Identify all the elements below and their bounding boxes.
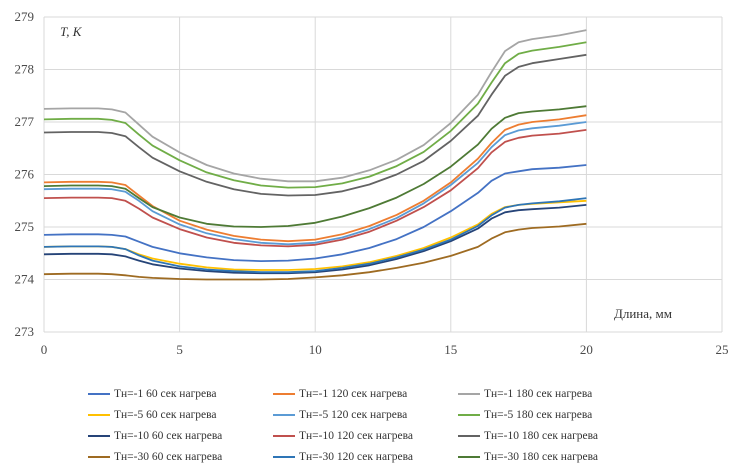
y-tick-label: 275 (15, 219, 35, 234)
legend-label: Тн=-5 180 сек нагрева (484, 409, 593, 421)
legend-label: Тн=-30 120 сек нагрева (299, 451, 414, 463)
series-line-6 (43, 41, 587, 189)
series-line-11 (43, 197, 587, 274)
x-axis-label: Длина, мм (614, 306, 672, 321)
legend-swatch (88, 435, 110, 437)
legend-swatch (458, 456, 480, 458)
legend-swatch (88, 393, 110, 395)
y-tick-label: 276 (15, 167, 35, 182)
x-tick-label: 10 (309, 342, 322, 357)
legend-item: Тн=-30 180 сек нагрева (458, 451, 598, 463)
x-tick-label: 0 (41, 342, 48, 357)
series-line-1 (43, 164, 587, 263)
series-line-12 (43, 105, 587, 228)
legend-swatch (273, 456, 295, 458)
series-line-7 (43, 204, 587, 275)
legend-item: Тн=-10 60 сек нагрева (88, 430, 222, 442)
legend-swatch (458, 393, 480, 395)
legend-item: Тн=-5 60 сек нагрева (88, 409, 217, 421)
series-line-8 (43, 129, 587, 248)
series-line-3 (43, 29, 587, 183)
series-line-2 (43, 114, 587, 243)
legend-label: Тн=-1 120 сек нагрева (299, 388, 408, 400)
y-tick-label: 274 (15, 272, 35, 287)
legend-swatch (458, 435, 480, 437)
legend-swatch (273, 393, 295, 395)
legend-swatch (88, 414, 110, 416)
legend-label: Тн=-10 180 сек нагрева (484, 430, 599, 442)
x-tick-label: 20 (580, 342, 593, 357)
legend-item: Тн=-10 120 сек нагрева (273, 430, 413, 442)
legend-item: Тн=-30 60 сек нагрева (88, 451, 222, 463)
legend-item: Тн=-1 120 сек нагрева (273, 388, 407, 400)
legend-item: Тн=-5 180 сек нагрева (458, 409, 592, 421)
series-lines (43, 29, 587, 281)
grid (43, 16, 723, 333)
legend-item: Тн=-1 180 сек нагрева (458, 388, 592, 400)
legend-label: Тн=-30 60 сек нагрева (114, 451, 223, 463)
legend-item: Тн=-5 120 сек нагрева (273, 409, 407, 421)
x-tick-label: 5 (176, 342, 183, 357)
series-line-5 (43, 121, 587, 246)
tick-labels: 273 274 275 276 277 278 279 0 5 10 15 20 25 (15, 9, 729, 357)
legend-swatch (458, 414, 480, 416)
y-tick-label: 278 (15, 62, 35, 77)
y-tick-label: 273 (15, 324, 35, 339)
x-tick-label: 25 (716, 342, 729, 357)
legend-item: Тн=-1 60 сек нагрева (88, 388, 217, 400)
y-axis-label: T, K (60, 24, 83, 39)
series-line-9 (43, 53, 587, 197)
series-line-10 (43, 222, 587, 281)
legend-label: Тн=-10 60 сек нагрева (114, 430, 223, 442)
y-tick-label: 279 (15, 9, 35, 24)
legend-label: Тн=-30 180 сек нагрева (484, 451, 599, 463)
legend-label: Тн=-5 120 сек нагрева (299, 409, 408, 421)
legend-label: Тн=-1 180 сек нагрева (484, 388, 593, 400)
legend-item: Тн=-10 180 сек нагрева (458, 430, 598, 442)
x-tick-label: 15 (444, 342, 457, 357)
legend-label: Тн=-10 120 сек нагрева (299, 430, 414, 442)
legend-label: Тн=-5 60 сек нагрева (114, 409, 217, 421)
legend-swatch (88, 456, 110, 458)
legend-item: Тн=-30 120 сек нагрева (273, 451, 413, 463)
legend-label: Тн=-1 60 сек нагрева (114, 388, 217, 400)
legend-swatch (273, 435, 295, 437)
legend-swatch (273, 414, 295, 416)
y-tick-label: 277 (15, 114, 35, 129)
